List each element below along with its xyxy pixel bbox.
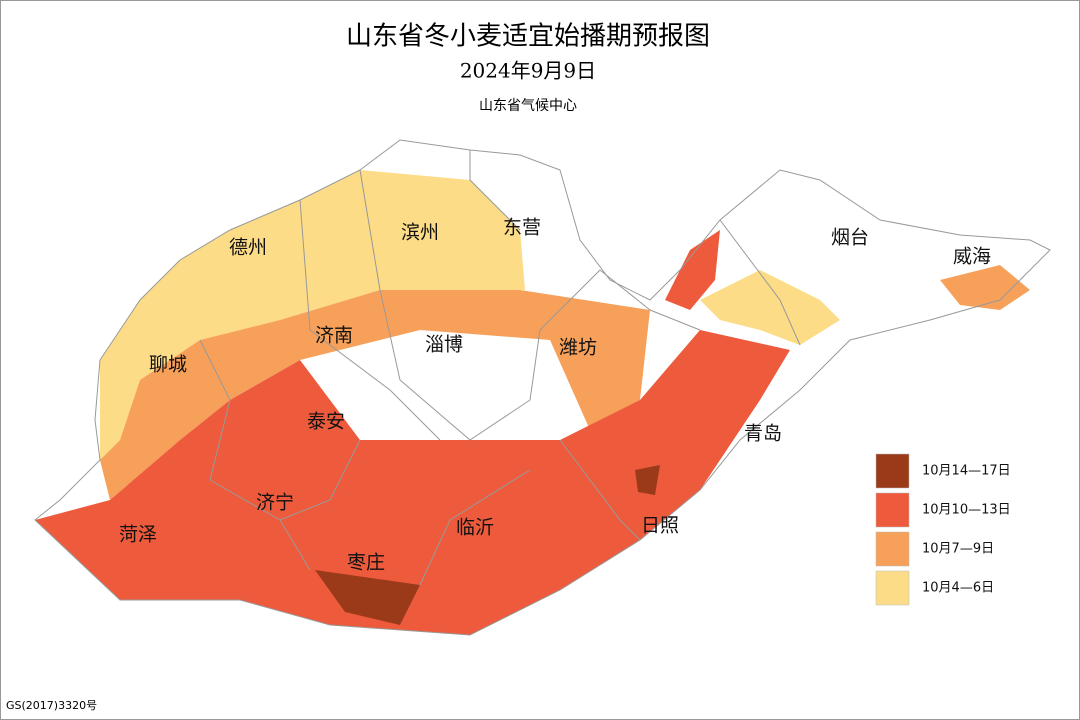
legend-label: 10月7—9日 <box>922 542 994 557</box>
legend-label: 10月10—13日 <box>922 503 1011 518</box>
legend: 10月14—17日 10月10—13日 10月7—9日 10月4—6日 <box>873 449 1035 609</box>
city-label: 菏泽 <box>119 524 157 546</box>
date: 2024年9月9日 <box>460 59 596 83</box>
city-label: 滨州 <box>401 222 439 244</box>
province-outline <box>34 139 1051 636</box>
city-label: 烟台 <box>831 227 869 249</box>
city-label: 济南 <box>315 325 353 347</box>
zone-early <box>100 170 525 460</box>
zone-latest <box>315 570 420 625</box>
legend-swatch <box>875 570 910 606</box>
city-label: 潍坊 <box>559 337 597 359</box>
city-label: 日照 <box>641 515 679 537</box>
city-label: 泰安 <box>307 411 345 433</box>
city-label: 济宁 <box>256 492 294 514</box>
map <box>34 139 1051 636</box>
legend-label: 10月14—17日 <box>922 464 1011 479</box>
city-label: 德州 <box>229 237 267 259</box>
city-borders <box>199 150 801 586</box>
map-number: GS(2017)3320号 <box>6 699 97 712</box>
city-label: 枣庄 <box>347 552 385 574</box>
title: 山东省冬小麦适宜始播期预报图 <box>346 22 710 52</box>
legend-swatch <box>875 531 910 567</box>
agency: 山东省气候中心 <box>479 98 577 114</box>
zone-late <box>665 230 720 310</box>
city-labels: 德州 滨州 东营 烟台 威海 聊城 济南 淄博 潍坊 泰安 青岛 济宁 菏泽 临… <box>119 217 991 574</box>
zone-early <box>700 270 840 345</box>
city-label: 威海 <box>953 246 991 268</box>
city-label: 青岛 <box>744 423 782 445</box>
city-label: 淄博 <box>425 334 463 356</box>
zone-mid <box>100 290 650 500</box>
zone-late <box>35 330 790 635</box>
zone-latest <box>635 465 660 495</box>
city-label: 东营 <box>503 217 541 239</box>
legend-swatch <box>875 492 910 528</box>
zone-mid <box>940 265 1030 310</box>
legend-label: 10月4—6日 <box>922 581 994 596</box>
city-label: 聊城 <box>149 354 187 376</box>
legend-swatch <box>875 453 910 489</box>
city-label: 临沂 <box>456 517 494 539</box>
